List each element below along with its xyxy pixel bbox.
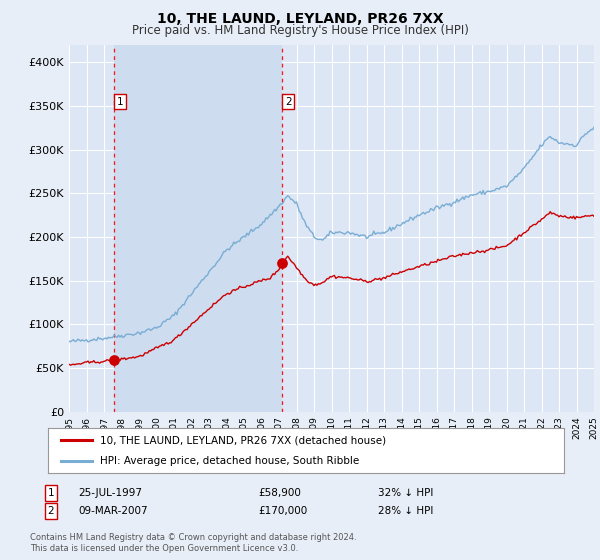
Point [277, 259, 287, 268]
Text: 2: 2 [47, 506, 55, 516]
Text: 10, THE LAUND, LEYLAND, PR26 7XX: 10, THE LAUND, LEYLAND, PR26 7XX [157, 12, 443, 26]
Bar [114, 45, 282, 412]
Text: Price paid vs. HM Land Registry's House Price Index (HPI): Price paid vs. HM Land Registry's House … [131, 24, 469, 37]
Text: 10, THE LAUND, LEYLAND, PR26 7XX (detached house): 10, THE LAUND, LEYLAND, PR26 7XX (detach… [100, 436, 386, 446]
Text: 25-JUL-1997: 25-JUL-1997 [78, 488, 142, 498]
Text: 2: 2 [285, 96, 292, 106]
Text: 28% ↓ HPI: 28% ↓ HPI [378, 506, 433, 516]
Text: HPI: Average price, detached house, South Ribble: HPI: Average price, detached house, Sout… [100, 456, 359, 466]
Point [109, 356, 119, 365]
Text: 1: 1 [47, 488, 55, 498]
Text: 09-MAR-2007: 09-MAR-2007 [78, 506, 148, 516]
Text: Contains HM Land Registry data © Crown copyright and database right 2024.
This d: Contains HM Land Registry data © Crown c… [30, 533, 356, 553]
Text: £170,000: £170,000 [258, 506, 307, 516]
Text: 1: 1 [116, 96, 123, 106]
Text: 32% ↓ HPI: 32% ↓ HPI [378, 488, 433, 498]
Text: £58,900: £58,900 [258, 488, 301, 498]
